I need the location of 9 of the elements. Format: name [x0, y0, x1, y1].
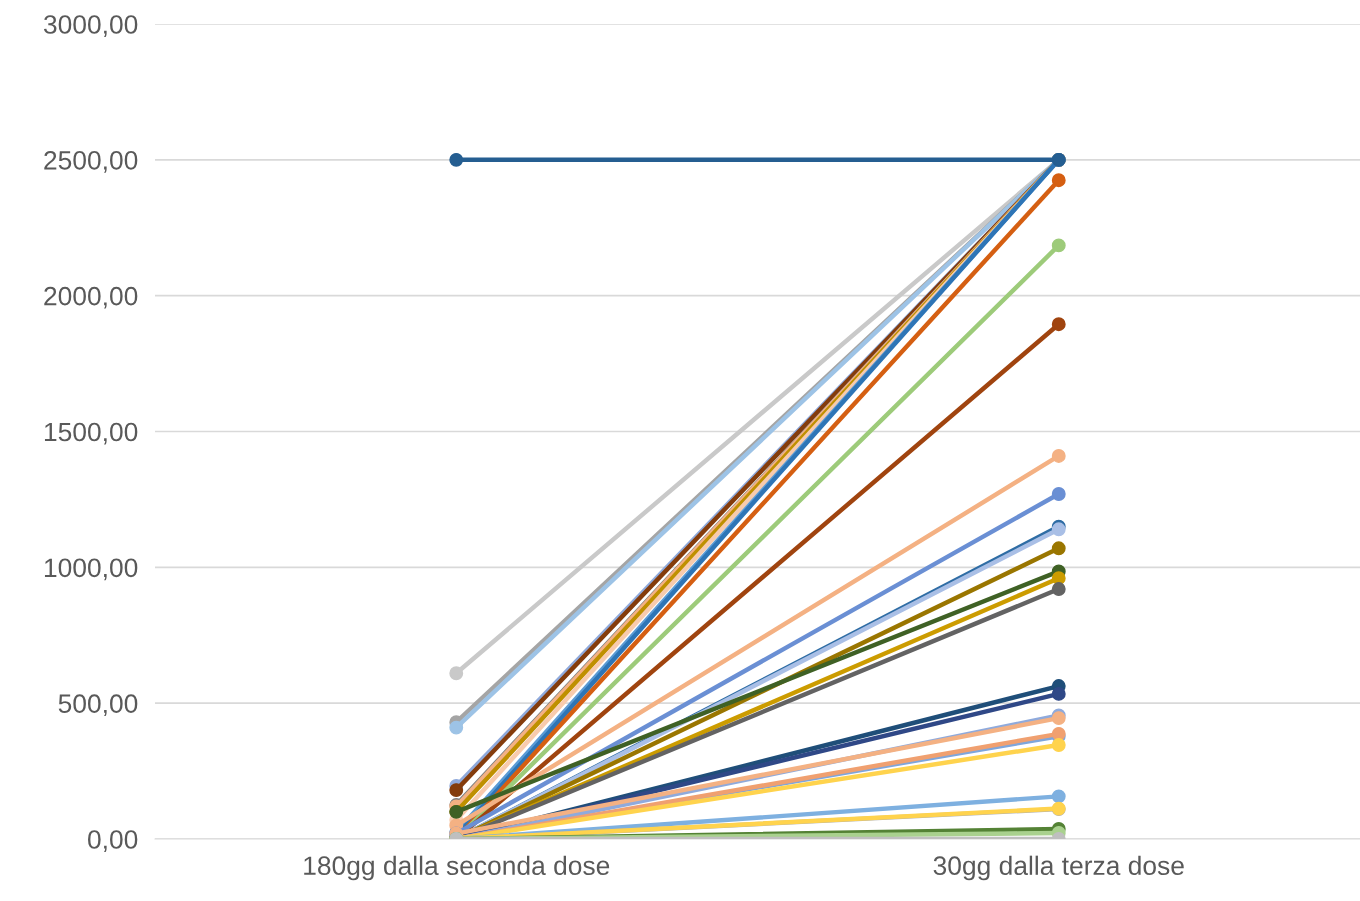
y-tick-label: 2500,00 — [44, 150, 138, 173]
y-tick-label: 2000,00 — [44, 286, 138, 309]
y-tick-label: 1000,00 — [44, 558, 138, 581]
y-tick-label: 3000,00 — [43, 15, 138, 37]
x-tick-label: 30gg dalla terza dose — [933, 855, 1184, 881]
y-tick-label: 0,00 — [88, 830, 138, 852]
y-tick-label: 1500,00 — [44, 422, 138, 445]
x-tick-label: 180gg dalla seconda dose — [304, 855, 610, 881]
y-tick-label: 500,00 — [58, 694, 138, 717]
